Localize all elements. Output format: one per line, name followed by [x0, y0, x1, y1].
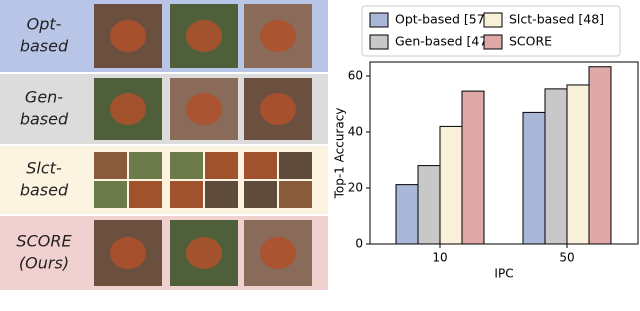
image-thumb [170, 152, 203, 179]
legend-swatch [483, 12, 503, 28]
image-thumb [244, 181, 277, 208]
image-subject [186, 237, 222, 269]
legend-label: Gen-based [47] [395, 34, 492, 49]
y-tick-label: 40 [348, 125, 363, 139]
legend-swatch [483, 34, 503, 50]
image-subject [110, 237, 146, 269]
image-subject [110, 93, 146, 125]
image-thumb [279, 152, 312, 179]
image-subject [186, 93, 222, 125]
row-label: based [20, 37, 69, 56]
image-thumb [129, 181, 162, 208]
image-thumb [205, 152, 238, 179]
bar [544, 88, 568, 245]
image-thumb [170, 181, 203, 208]
y-axis-label: Top-1 Accuracy [333, 108, 347, 200]
y-tick-label: 20 [348, 181, 363, 195]
row-label: based [20, 181, 69, 200]
y-tick-label: 60 [348, 69, 363, 83]
row-label: Opt- [27, 15, 62, 34]
plot-frame [369, 61, 639, 245]
y-tick-label: 0 [355, 237, 363, 251]
x-tick-label: 10 [432, 251, 447, 265]
legend-swatch [369, 34, 389, 50]
bar [522, 111, 546, 245]
image-thumb [129, 152, 162, 179]
image-subject [260, 237, 296, 269]
bar [395, 184, 419, 245]
image-thumb [94, 181, 127, 208]
image-thumb [244, 152, 277, 179]
image-thumb [205, 181, 238, 208]
image-subject [110, 20, 146, 52]
legend-swatch [369, 12, 389, 28]
image-thumb [279, 181, 312, 208]
image-subject [260, 93, 296, 125]
x-tick-label: 50 [559, 251, 574, 265]
row-label: SCORE [16, 232, 72, 251]
bar [461, 90, 485, 245]
bar [566, 84, 590, 245]
bar [417, 165, 441, 245]
image-subject [260, 20, 296, 52]
legend-label: Opt-based [57] [395, 12, 490, 27]
row-label: (Ours) [19, 254, 69, 273]
row-label: Gen- [25, 88, 63, 107]
bar [588, 66, 612, 245]
image-subject [186, 20, 222, 52]
legend-label: Slct-based [48] [509, 12, 604, 27]
row-label: based [20, 110, 69, 129]
row-label: Slct- [26, 159, 62, 178]
legend-frame [361, 5, 621, 57]
image-thumb [94, 152, 127, 179]
x-axis-label: IPC [494, 267, 513, 281]
legend-label: SCORE [509, 34, 552, 49]
bar [439, 125, 463, 245]
